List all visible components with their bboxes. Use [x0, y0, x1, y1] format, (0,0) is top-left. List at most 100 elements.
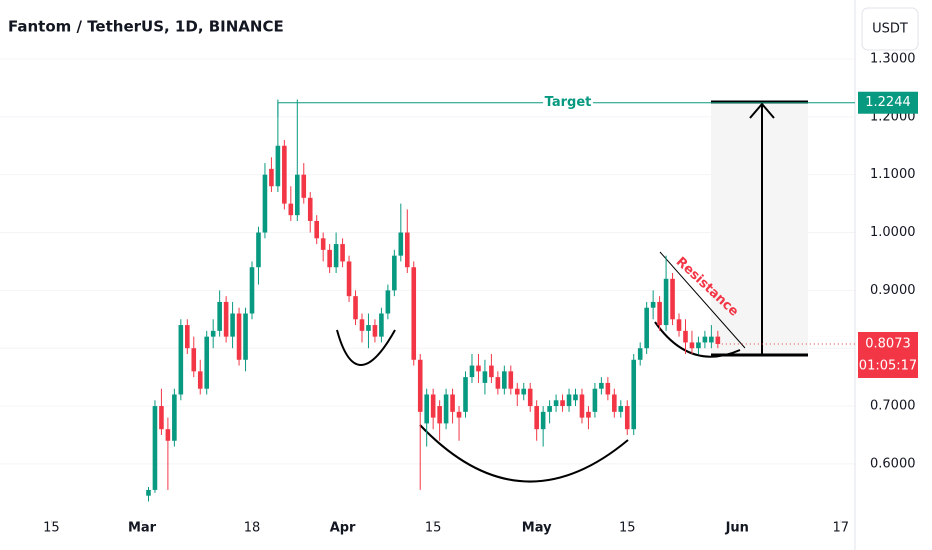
candle-body — [586, 411, 591, 418]
candle-body — [320, 238, 326, 250]
candle-body — [715, 336, 721, 344]
candle-body — [424, 394, 429, 424]
candle-body — [618, 406, 624, 412]
x-tick-label: Apr — [330, 521, 356, 536]
candle-body — [540, 411, 546, 430]
candle-body — [644, 307, 649, 349]
candle-body — [398, 232, 404, 256]
candle-body — [683, 330, 688, 343]
candle-body — [624, 406, 630, 430]
candle-body — [514, 388, 520, 395]
candle-body — [275, 145, 281, 187]
candle-body — [307, 197, 313, 221]
candle-body — [294, 174, 300, 216]
candle-body — [197, 371, 203, 389]
candle-body — [560, 400, 565, 407]
candle-body — [327, 249, 332, 268]
candle-body — [657, 301, 662, 326]
candle-body — [159, 406, 164, 430]
arrow-head — [749, 102, 775, 119]
chart-title: Fantom / TetherUS, 1D, BINANCE — [8, 18, 284, 36]
candle-body — [592, 388, 598, 412]
candle-body — [282, 145, 287, 204]
candle-body — [372, 325, 378, 337]
x-tick-label: 15 — [43, 521, 60, 536]
x-tick-label: May — [522, 521, 552, 536]
candle-body — [702, 336, 708, 343]
candle-body — [314, 220, 320, 239]
candle-body — [637, 348, 643, 360]
candle-body — [346, 261, 352, 297]
candle-body — [392, 255, 397, 291]
candle-body — [599, 382, 604, 389]
candle-body — [236, 313, 242, 360]
y-tick-label: 1.1000 — [870, 167, 916, 182]
last-price-label: 0.8073 — [865, 336, 911, 351]
candle-body — [217, 301, 222, 331]
x-tick-label: 18 — [244, 521, 261, 536]
target-label: Target — [545, 95, 592, 110]
candle-body — [366, 325, 371, 331]
candle-body — [333, 244, 339, 268]
candle-body — [489, 365, 494, 378]
cup-arc — [419, 424, 629, 483]
candle-body — [243, 313, 248, 360]
y-tick-label: 1.3000 — [870, 51, 916, 66]
candle-body — [256, 232, 261, 268]
candle-body — [430, 394, 436, 418]
candle-body — [185, 325, 190, 349]
candle-body — [385, 290, 391, 314]
candle-body — [411, 267, 417, 360]
candle-body — [579, 394, 585, 418]
y-tick-label: 1.0000 — [870, 225, 916, 240]
cup-arc — [336, 329, 396, 366]
candle-body — [340, 244, 345, 262]
candle-body — [210, 330, 216, 337]
candle-body — [469, 365, 475, 378]
candle-body — [178, 325, 184, 395]
x-tick-label: 15 — [425, 521, 442, 536]
y-tick-label: 0.7000 — [870, 399, 916, 414]
candle-body — [612, 394, 617, 412]
candle-body — [172, 394, 177, 441]
candle-body — [404, 232, 410, 268]
candle-body — [709, 336, 714, 343]
candle-body — [495, 377, 501, 389]
candle-body — [650, 301, 656, 308]
candle-body — [553, 400, 559, 407]
target-label-bg — [543, 93, 593, 112]
candle-body — [379, 313, 384, 337]
candle-body — [152, 406, 158, 490]
currency-box[interactable] — [861, 7, 919, 51]
candle-body — [269, 168, 274, 187]
candle-body — [605, 382, 611, 395]
candle-body — [696, 342, 701, 349]
candle-body — [527, 388, 533, 407]
candle-body — [249, 267, 255, 314]
candle-body — [482, 371, 488, 383]
y-tick-label: 0.6000 — [870, 456, 916, 471]
candle-body — [689, 342, 695, 349]
candle-body — [437, 406, 442, 424]
candle-body — [508, 371, 514, 389]
candle-body — [417, 359, 423, 412]
x-tick-label: Mar — [128, 521, 157, 536]
candle-body — [165, 429, 171, 441]
candle-body — [456, 411, 462, 418]
currency-label[interactable]: USDT — [872, 22, 908, 37]
candle-body — [573, 394, 578, 401]
candle-body — [631, 359, 637, 430]
candle-body — [230, 313, 235, 337]
x-tick-label: Jun — [725, 521, 749, 536]
candle-body — [476, 365, 481, 372]
candle-body — [443, 394, 449, 424]
candle-body — [521, 388, 527, 395]
countdown-label: 01:05:17 — [859, 358, 917, 373]
target-price-box — [858, 91, 918, 114]
candle-body — [463, 377, 468, 412]
candle-body — [566, 394, 572, 407]
y-tick-label: 0.9000 — [870, 283, 916, 298]
x-tick-label: 15 — [619, 521, 636, 536]
candle-body — [534, 406, 539, 430]
candle-body — [204, 336, 210, 389]
